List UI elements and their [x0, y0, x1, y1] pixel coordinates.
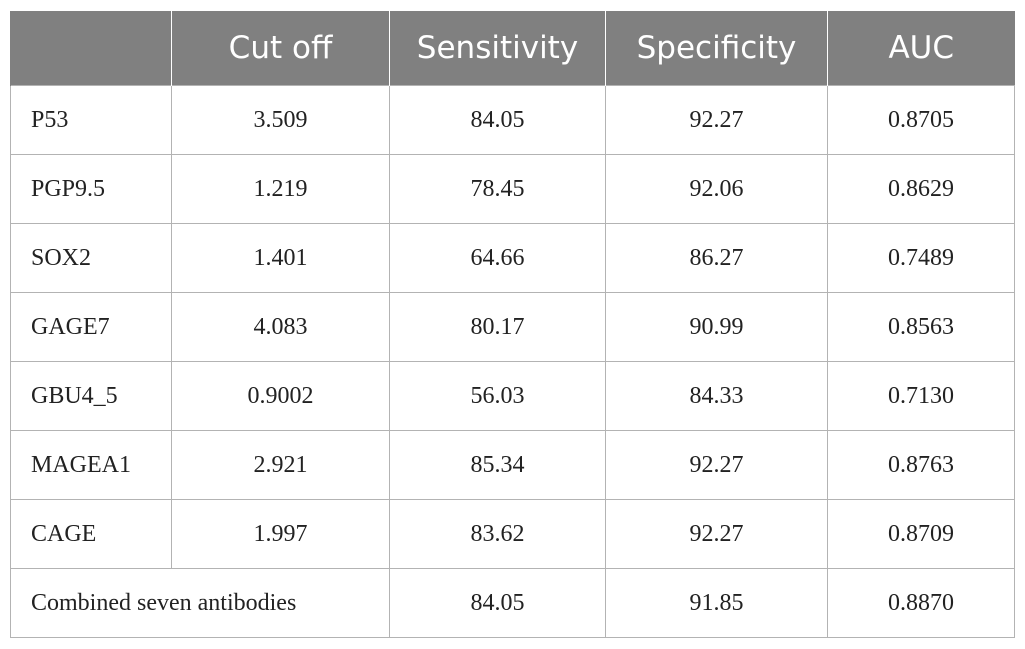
specificity-value: 86.27: [605, 223, 828, 293]
specificity-value: 92.27: [605, 499, 828, 569]
table-row: PGP9.5 1.219 78.45 92.06 0.8629: [10, 154, 1015, 224]
specificity-value: 92.06: [605, 154, 828, 224]
header-specificity: Specificity: [605, 11, 828, 86]
cut-off-value: 1.219: [171, 154, 390, 224]
specificity-value: 90.99: [605, 292, 828, 362]
specificity-value: 92.27: [605, 430, 828, 500]
sensitivity-value: 84.05: [389, 85, 606, 155]
antibody-name: P53: [10, 85, 172, 155]
cut-off-value: 1.997: [171, 499, 390, 569]
specificity-value: 91.85: [605, 568, 828, 638]
auc-value: 0.7130: [827, 361, 1015, 431]
cut-off-value: 1.401: [171, 223, 390, 293]
specificity-value: 92.27: [605, 85, 828, 155]
antibody-name: PGP9.5: [10, 154, 172, 224]
results-table: Cut off Sensitivity Specificity AUC P53 …: [10, 11, 1015, 638]
antibody-name: GBU4_5: [10, 361, 172, 431]
table-row: P53 3.509 84.05 92.27 0.8705: [10, 85, 1015, 155]
antibody-name: MAGEA1: [10, 430, 172, 500]
sensitivity-value: 64.66: [389, 223, 606, 293]
cut-off-value: 0.9002: [171, 361, 390, 431]
table-row: CAGE 1.997 83.62 92.27 0.8709: [10, 499, 1015, 569]
table-row: SOX2 1.401 64.66 86.27 0.7489: [10, 223, 1015, 293]
cut-off-value: 3.509: [171, 85, 390, 155]
header-blank: [10, 11, 172, 86]
sensitivity-value: 78.45: [389, 154, 606, 224]
header-auc: AUC: [827, 11, 1015, 86]
auc-value: 0.8763: [827, 430, 1015, 500]
auc-value: 0.7489: [827, 223, 1015, 293]
specificity-value: 84.33: [605, 361, 828, 431]
header-cut-off: Cut off: [171, 11, 390, 86]
cut-off-value: 4.083: [171, 292, 390, 362]
sensitivity-value: 83.62: [389, 499, 606, 569]
header-row: Cut off Sensitivity Specificity AUC: [10, 11, 1015, 86]
sensitivity-value: 84.05: [389, 568, 606, 638]
auc-value: 0.8629: [827, 154, 1015, 224]
combined-row: Combined seven antibodies 84.05 91.85 0.…: [10, 568, 1015, 638]
auc-value: 0.8709: [827, 499, 1015, 569]
auc-value: 0.8563: [827, 292, 1015, 362]
cut-off-value: 2.921: [171, 430, 390, 500]
auc-value: 0.8870: [827, 568, 1015, 638]
antibody-name: GAGE7: [10, 292, 172, 362]
table-row: GBU4_5 0.9002 56.03 84.33 0.7130: [10, 361, 1015, 431]
antibody-name: SOX2: [10, 223, 172, 293]
sensitivity-value: 80.17: [389, 292, 606, 362]
combined-label: Combined seven antibodies: [10, 568, 390, 638]
auc-value: 0.8705: [827, 85, 1015, 155]
antibody-name: CAGE: [10, 499, 172, 569]
table-row: GAGE7 4.083 80.17 90.99 0.8563: [10, 292, 1015, 362]
header-sensitivity: Sensitivity: [389, 11, 606, 86]
sensitivity-value: 85.34: [389, 430, 606, 500]
table-row: MAGEA1 2.921 85.34 92.27 0.8763: [10, 430, 1015, 500]
sensitivity-value: 56.03: [389, 361, 606, 431]
